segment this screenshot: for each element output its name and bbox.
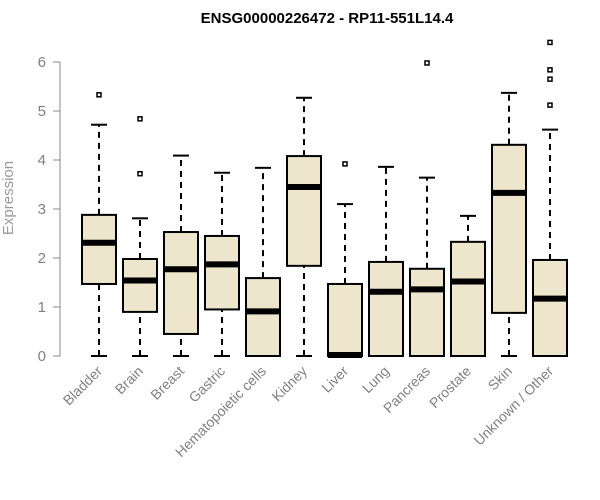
box-iqr [327,282,363,357]
y-tick-label: 1 [38,299,46,316]
box-iqr [450,240,486,357]
box-iqr [286,155,322,267]
y-tick-label: 4 [38,152,46,169]
box-brain [122,116,158,357]
x-tick-label: Skin [485,363,516,394]
box-iqr [409,267,445,357]
box-iqr [532,258,568,357]
x-tick-label: Liver [318,363,351,396]
box-bladder [81,92,117,357]
chart-title: ENSG00000226472 - RP11-551L14.4 [201,10,454,27]
x-tick-label: Kidney [269,363,311,405]
x-tick-label: Brain [112,363,146,397]
y-axis-label: Expression [0,161,17,235]
x-tick-label: Bladder [60,363,106,409]
box-liver [327,161,363,359]
box-hematopoietic-cells [245,166,281,357]
box-lung [368,165,404,358]
outlier-point [96,92,102,98]
y-tick-label: 3 [38,201,46,218]
x-tick-label: Prostate [426,363,474,411]
box-prostate [450,214,486,357]
outlier-point [342,161,348,167]
box-iqr [122,257,158,313]
outlier-point [547,67,553,73]
box-gastric [204,171,240,357]
box-pancreas [409,60,445,357]
y-axis-ticks: 0 1 2 3 4 5 6 [38,54,60,365]
box-unknown-other [532,39,568,357]
box-iqr [245,277,281,357]
box-skin [491,91,527,357]
y-tick-label: 6 [38,54,46,71]
outlier-point [547,76,553,82]
box-iqr [81,213,117,285]
y-tick-label: 5 [38,103,46,120]
x-tick-label: Breast [147,363,187,403]
y-tick-label: 2 [38,250,46,267]
boxes-group [81,39,568,359]
box-iqr [204,234,240,311]
y-tick-label: 0 [38,348,46,365]
box-iqr [368,260,404,358]
x-tick-label: Lung [359,363,392,396]
outlier-point [137,170,143,177]
outlier-point [547,39,553,46]
box-iqr [491,143,527,314]
outlier-point [137,116,143,122]
box-breast [163,154,199,357]
outlier-point [547,102,553,108]
outlier-point [424,60,430,66]
box-kidney [286,96,322,357]
box-iqr [163,231,199,335]
